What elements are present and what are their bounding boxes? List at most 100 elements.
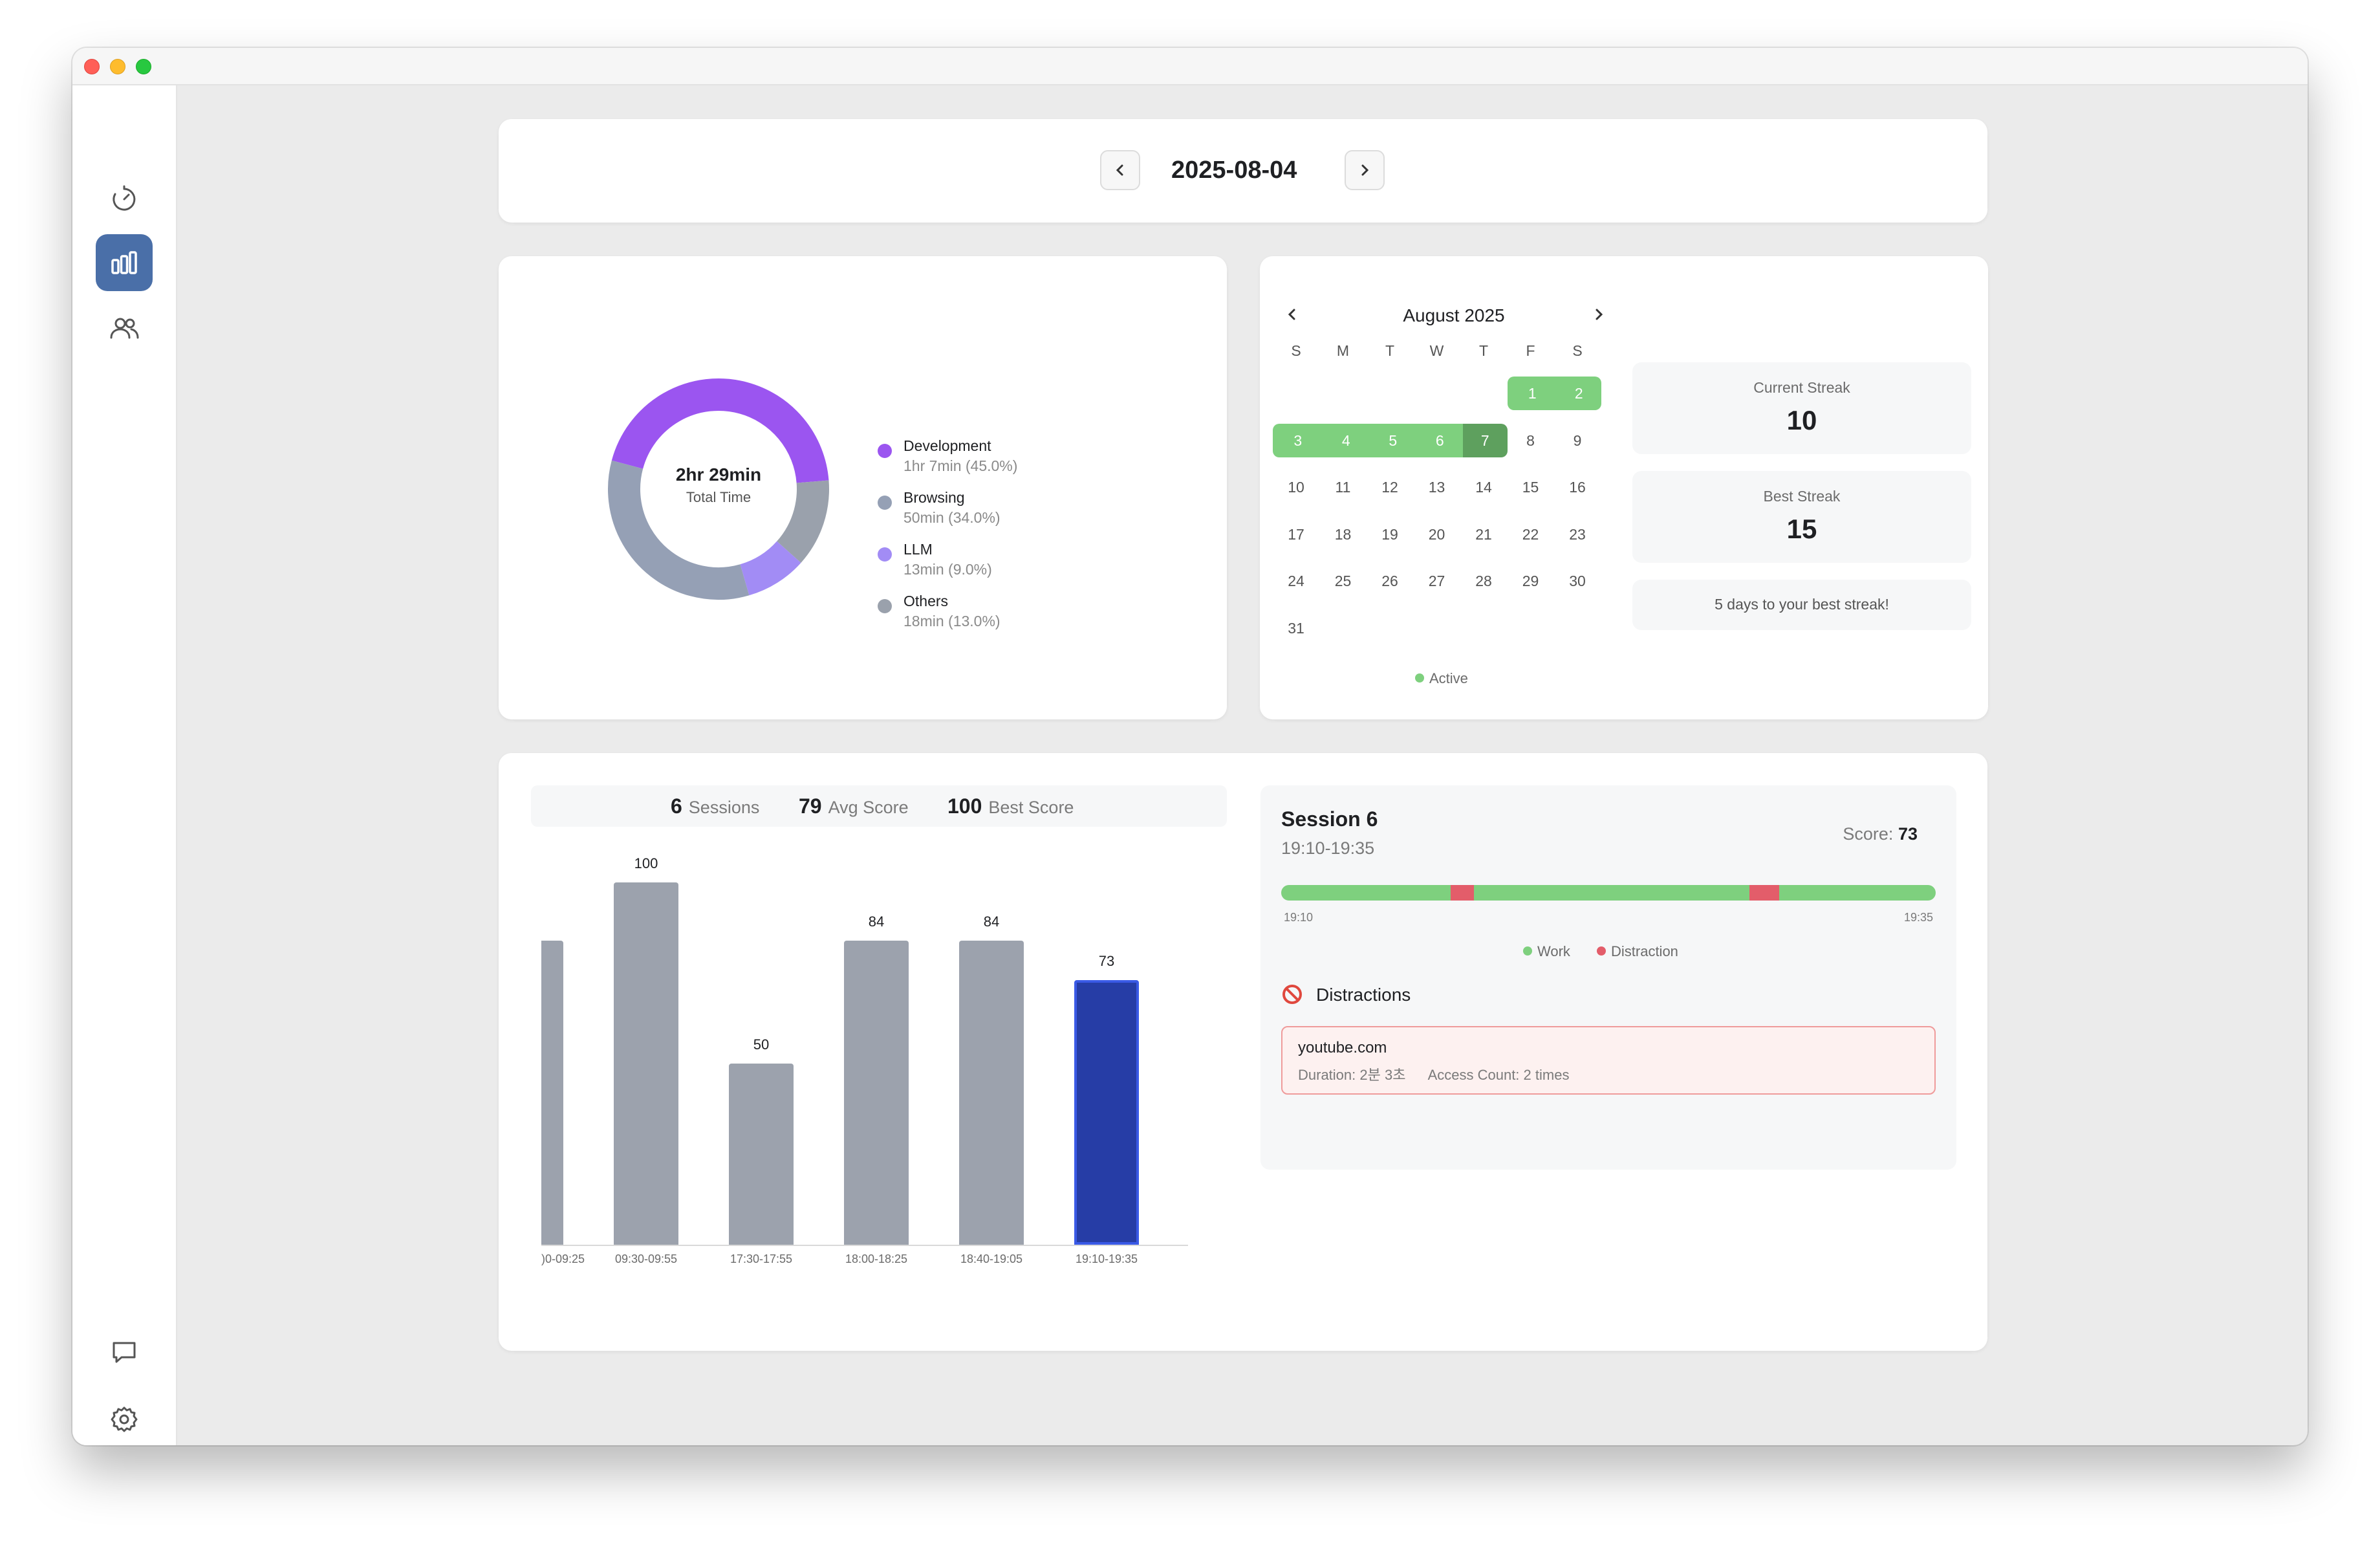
legend-value: 13min (9.0%) — [903, 561, 992, 578]
calendar-day[interactable]: 26 — [1381, 573, 1398, 589]
bar-value-label: 84 — [983, 913, 1000, 930]
session-bar[interactable] — [729, 1064, 794, 1245]
legend-value: 18min (13.0%) — [903, 613, 1001, 629]
bar-chart-icon — [111, 251, 137, 274]
session-score: Score: 73 — [1843, 824, 1918, 844]
usage-card: 2hr 29min Total Time Development 1hr 7mi… — [499, 256, 1227, 719]
users-icon — [110, 318, 139, 339]
calendar-day[interactable]: 3 — [1273, 423, 1323, 457]
calendar-day[interactable]: 17 — [1288, 525, 1304, 543]
nav-settings[interactable] — [96, 1391, 153, 1445]
timeline-start: 19:10 — [1284, 911, 1314, 924]
chevron-right-icon — [1361, 164, 1369, 176]
calendar-day[interactable]: 10 — [1288, 479, 1304, 496]
distraction-segment — [1749, 885, 1779, 901]
calendar-day[interactable]: 25 — [1334, 573, 1352, 589]
calendar-day[interactable]: 9 — [1573, 432, 1582, 449]
nav-users[interactable] — [96, 300, 153, 357]
donut-slice-development[interactable] — [603, 373, 834, 605]
session-bar[interactable] — [1074, 980, 1139, 1245]
calendar-day[interactable]: 22 — [1522, 525, 1539, 543]
total-time-value: 2hr 29min — [675, 464, 762, 485]
distraction-legend-label: Distraction — [1611, 943, 1678, 959]
work-legend: Work — [1523, 943, 1570, 960]
calendar-day[interactable]: 14 — [1475, 479, 1492, 496]
streak-message-box: 5 days to your best streak! — [1632, 580, 1971, 630]
calendar-day[interactable]: 23 — [1569, 525, 1586, 543]
calendar-day[interactable]: 7 — [1463, 423, 1508, 457]
timeline-end: 19:35 — [1903, 911, 1933, 924]
best-score: 100 Best Score — [947, 785, 1074, 827]
calendar-day[interactable]: 8 — [1526, 432, 1535, 449]
calendar-day[interactable]: 4 — [1322, 423, 1370, 457]
chevron-left-icon — [1288, 309, 1295, 320]
calendar-month-title: August 2025 — [1403, 305, 1505, 325]
nav-feedback[interactable] — [96, 1324, 153, 1381]
bar-value-label: 84 — [541, 913, 570, 930]
title-bar — [72, 48, 2308, 85]
session-bar[interactable] — [959, 940, 1024, 1245]
distraction-segment — [1451, 885, 1474, 901]
distraction-dot — [1597, 946, 1606, 956]
calendar-day[interactable]: 18 — [1334, 525, 1352, 543]
calendar-day[interactable]: 24 — [1288, 573, 1304, 589]
calendar-day[interactable]: 2 — [1557, 377, 1601, 410]
legend-name: Development — [903, 437, 991, 454]
calendar-day[interactable]: 1 — [1507, 377, 1557, 410]
bar-category-label: 18:00-18:25 — [845, 1252, 908, 1265]
maximize-window-button[interactable] — [136, 59, 151, 74]
calendar-day[interactable]: 30 — [1569, 573, 1586, 589]
calendar-day[interactable]: 27 — [1428, 573, 1445, 589]
calendar-day[interactable]: 28 — [1475, 573, 1492, 589]
nav-timer[interactable] — [96, 171, 153, 228]
sessions-card: 6 Sessions 79 Avg Score 100 Best Score 84)0… — [499, 753, 1987, 1351]
sessions-count-label: Sessions — [688, 798, 760, 817]
legend-dot — [878, 444, 892, 458]
calendar-day[interactable]: 6 — [1416, 423, 1464, 457]
weekday-label: S — [1572, 342, 1583, 359]
session-bar[interactable] — [614, 882, 678, 1245]
calendar-day[interactable]: 20 — [1428, 525, 1445, 543]
calendar-day[interactable]: 31 — [1288, 619, 1304, 637]
session-bar[interactable] — [541, 940, 563, 1245]
calendar-day[interactable]: 12 — [1381, 479, 1398, 496]
distraction-legend: Distraction — [1597, 943, 1678, 960]
weekday-label: T — [1385, 342, 1395, 359]
best-streak-value: 15 — [1786, 514, 1817, 544]
x-axis-line — [541, 1245, 1188, 1246]
calendar-day[interactable]: 21 — [1475, 525, 1492, 543]
next-date-button[interactable] — [1345, 150, 1385, 190]
work-legend-label: Work — [1537, 943, 1570, 959]
legend-name: Others — [903, 593, 949, 609]
session-score-value: 73 — [1898, 824, 1918, 844]
calendar-day[interactable]: 19 — [1381, 525, 1398, 543]
distraction-access-count: Access Count: 2 times — [1427, 1067, 1570, 1083]
avg-score: 79 Avg Score — [799, 785, 909, 827]
prev-month-button[interactable] — [1284, 307, 1300, 322]
calendar-day[interactable]: 15 — [1522, 479, 1539, 496]
calendar-card: August 2025 S M T W T F S 1 2 3 4 5 6 7 8 9 10 11 12 13 14 15… — [1260, 256, 1988, 719]
calendar-day[interactable]: 29 — [1522, 573, 1539, 589]
session-bar[interactable] — [844, 940, 909, 1245]
date-header-card: 2025-08-04 — [499, 119, 1987, 223]
prev-date-button[interactable] — [1100, 150, 1140, 190]
donut-slice-others[interactable] — [603, 373, 834, 605]
legend-name: Browsing — [903, 489, 965, 506]
weekday-label: W — [1429, 342, 1444, 359]
calendar-day[interactable]: 11 — [1335, 479, 1351, 496]
minimize-window-button[interactable] — [110, 59, 125, 74]
session-time-range: 19:10-19:35 — [1281, 838, 1375, 858]
best-score-value: 100 — [947, 794, 982, 818]
close-window-button[interactable] — [84, 59, 100, 74]
calendar-day[interactable]: 16 — [1569, 479, 1586, 496]
nav-statistics[interactable] — [96, 234, 153, 291]
distraction-meta: Duration: 2분 3초 Access Count: 2 times — [1298, 1064, 1569, 1084]
sessions-count-value: 6 — [671, 794, 682, 818]
calendar-day[interactable]: 13 — [1428, 479, 1445, 496]
session-detail-panel: Session 6 19:10-19:35 Score: 73 19:10 19… — [1260, 785, 1956, 1170]
next-month-button[interactable] — [1591, 307, 1606, 322]
distraction-item[interactable]: youtube.com Duration: 2분 3초 Access Count… — [1281, 1026, 1936, 1095]
bar-category-label: 18:40-19:05 — [960, 1252, 1023, 1265]
calendar-day[interactable]: 5 — [1369, 423, 1417, 457]
weekday-label: F — [1526, 342, 1535, 359]
